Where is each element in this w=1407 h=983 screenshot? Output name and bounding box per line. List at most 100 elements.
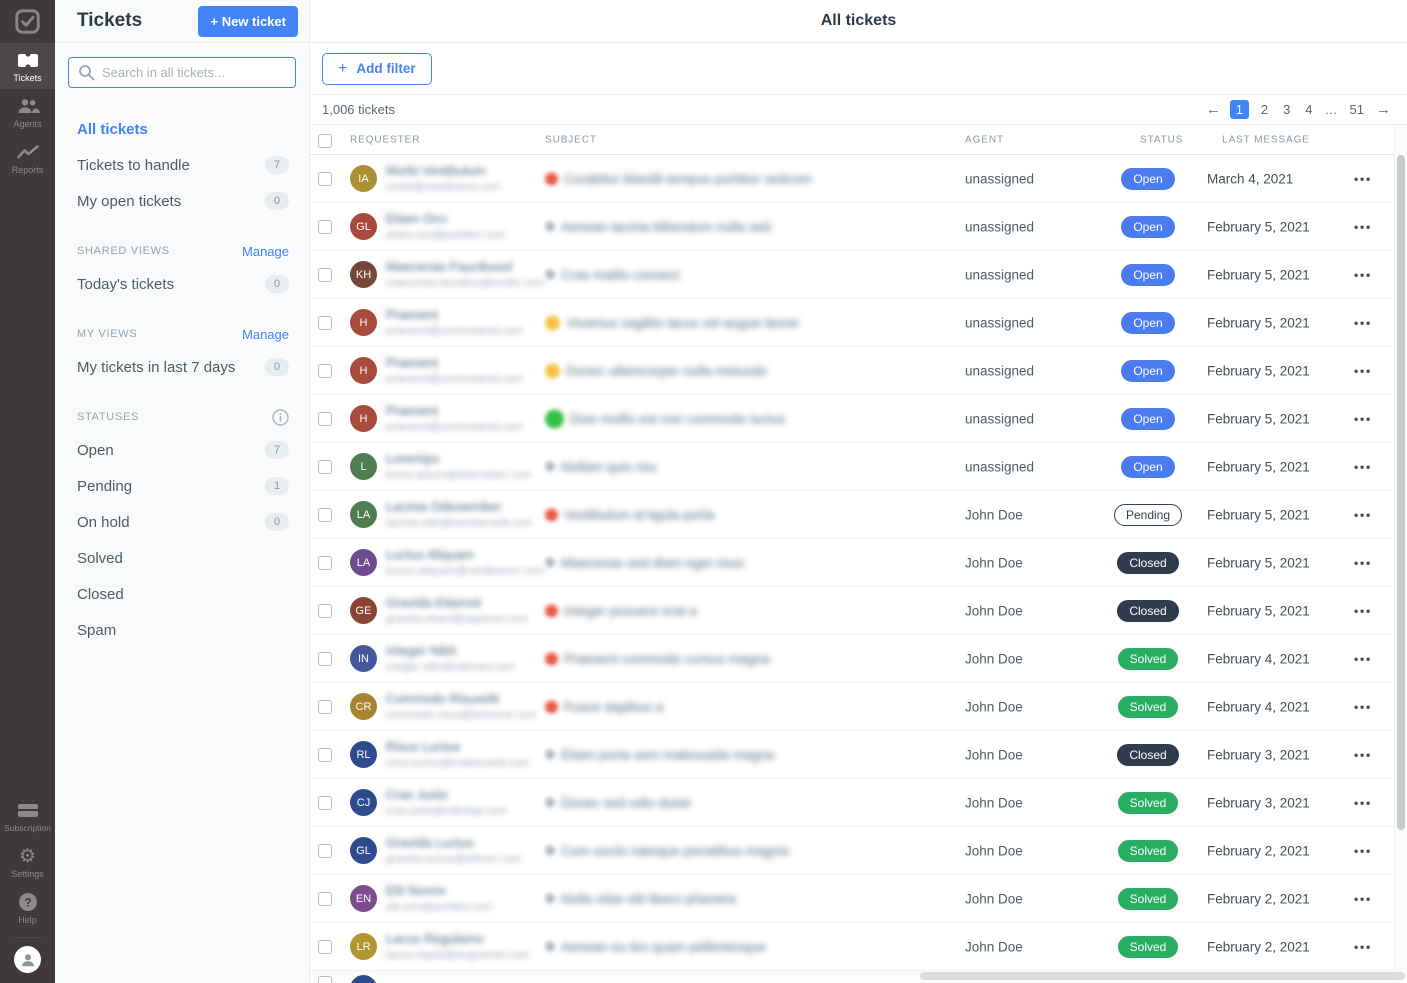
page-button-3[interactable]: 3: [1283, 102, 1291, 117]
new-ticket-button[interactable]: + New ticket: [198, 5, 298, 37]
table-row[interactable]: GE Gravida Etiamsit gravida.etiam@sapien…: [310, 587, 1407, 635]
table-row[interactable]: LR Lacus Regulamo lacus.regula@auguemet.…: [310, 923, 1407, 971]
rail-item-subscription[interactable]: Subscription: [0, 793, 55, 839]
rail-item-reports[interactable]: Reports: [0, 135, 55, 181]
row-menu-button[interactable]: •••: [1354, 555, 1373, 570]
row-checkbox[interactable]: [318, 892, 332, 906]
avatar: LA: [350, 549, 377, 576]
row-checkbox[interactable]: [318, 940, 332, 954]
info-icon[interactable]: [272, 408, 289, 426]
user-avatar[interactable]: [14, 946, 41, 973]
vertical-scrollbar-thumb[interactable]: [1397, 155, 1405, 830]
requester-name-blurred: Luctus Aliquam: [386, 547, 475, 562]
row-menu-button[interactable]: •••: [1354, 603, 1373, 618]
table-row[interactable]: IN Integer Nibh integer.nibh@ultricies.c…: [310, 635, 1407, 683]
table-row[interactable]: H Praesent praesent@commodosit.com Duis …: [310, 395, 1407, 443]
row-checkbox[interactable]: [318, 652, 332, 666]
row-checkbox[interactable]: [318, 508, 332, 522]
row-checkbox[interactable]: [318, 412, 332, 426]
row-menu-button[interactable]: •••: [1354, 891, 1373, 906]
subject-emoji-icon: [545, 363, 560, 378]
table-row[interactable]: L Loremips lorem.ipsum@dolorsitam.com Nu…: [310, 443, 1407, 491]
table-row[interactable]: LA Luctus Aliquam luctus.aliquam@vestibu…: [310, 539, 1407, 587]
sidebar-item-tickets-to-handle[interactable]: Tickets to handle 7: [55, 147, 309, 183]
prev-page-arrow[interactable]: ←: [1205, 101, 1221, 118]
page-button-1[interactable]: 1: [1229, 100, 1249, 119]
row-menu-button[interactable]: •••: [1354, 459, 1373, 474]
search-input[interactable]: [68, 57, 296, 88]
table-row[interactable]: H Praesent praesent@commodosit.com Donec…: [310, 347, 1407, 395]
row-checkbox[interactable]: [318, 268, 332, 282]
row-checkbox[interactable]: [318, 796, 332, 810]
row-checkbox[interactable]: [318, 844, 332, 858]
subject-text-blurred: Cras mattis consect: [561, 267, 680, 282]
row-checkbox[interactable]: [318, 172, 332, 186]
sidebar-item-status-spam[interactable]: Spam: [55, 612, 309, 648]
rail-item-help[interactable]: ? Help: [0, 885, 55, 931]
row-menu-button[interactable]: •••: [1354, 267, 1373, 282]
row-checkbox[interactable]: [318, 748, 332, 762]
table-row[interactable]: RL Risus Luctus risus.luctus@malesuada.c…: [310, 731, 1407, 779]
sidebar-item-status-pending[interactable]: Pending 1: [55, 468, 309, 504]
table-row[interactable]: IA Morbi Vestibulum morbi@vestibulum.com…: [310, 155, 1407, 203]
table-row[interactable]: EN Elit Nonmi elit.non@porttitor.com Nul…: [310, 875, 1407, 923]
next-page-arrow[interactable]: →: [1376, 101, 1391, 118]
row-checkbox[interactable]: [318, 556, 332, 570]
page-button-51[interactable]: 51: [1349, 102, 1364, 117]
table-row[interactable]: LA Lacinia Odiosember lacinia.odio@sembe…: [310, 491, 1407, 539]
sidebar-item-my-tickets-7-days[interactable]: My tickets in last 7 days 0: [55, 349, 309, 385]
horizontal-scrollbar-thumb[interactable]: [920, 972, 1405, 980]
subject-emoji-icon: [545, 315, 560, 330]
table-row[interactable]: H Praesent praesent@commodosit.com Vivam…: [310, 299, 1407, 347]
manage-my-views-link[interactable]: Manage: [242, 326, 289, 342]
row-menu-button[interactable]: •••: [1354, 795, 1373, 810]
row-checkbox[interactable]: [318, 460, 332, 474]
avatar: GL: [350, 837, 377, 864]
page-button-2[interactable]: 2: [1260, 102, 1269, 117]
rail-item-settings[interactable]: ⚙ Settings: [0, 839, 55, 885]
row-menu-button[interactable]: •••: [1354, 315, 1373, 330]
requester-cell: Gravida Etiamsit gravida.etiam@sapienst.…: [386, 595, 528, 625]
row-menu-button[interactable]: •••: [1354, 219, 1373, 234]
row-menu-button[interactable]: •••: [1354, 651, 1373, 666]
sidebar-item-status-open[interactable]: Open 7: [55, 432, 309, 468]
row-checkbox[interactable]: [318, 220, 332, 234]
subject-cell: Integer posuere erat a: [545, 603, 697, 618]
table-row[interactable]: KH Maecenas Faucibusol maecenas.faucibus…: [310, 251, 1407, 299]
sidebar-item-my-open-tickets[interactable]: My open tickets 0: [55, 183, 309, 219]
row-menu-button[interactable]: •••: [1354, 747, 1373, 762]
row-menu-button[interactable]: •••: [1354, 843, 1373, 858]
manage-shared-views-link[interactable]: Manage: [242, 243, 289, 259]
row-menu-button[interactable]: •••: [1354, 171, 1373, 186]
page-button-4[interactable]: 4: [1305, 102, 1313, 117]
add-filter-button[interactable]: + Add filter: [322, 52, 432, 85]
table-row[interactable]: GL Etiam Orci etiam.orci@porttitor.com A…: [310, 203, 1407, 251]
rail-item-tickets[interactable]: Tickets: [0, 43, 55, 89]
table-row[interactable]: CJ Cras Justo cras.justo@odiodap.com Don…: [310, 779, 1407, 827]
row-checkbox[interactable]: [318, 364, 332, 378]
agent-cell: John Doe: [965, 651, 1023, 666]
row-menu-button[interactable]: •••: [1354, 699, 1373, 714]
avatar: H: [350, 357, 377, 384]
select-all-checkbox[interactable]: [318, 134, 332, 148]
requester-name-blurred: Commodo Risuselit: [386, 691, 499, 706]
requester-cell: Lacinia Odiosember lacinia.odio@semberne…: [386, 499, 533, 529]
table-row[interactable]: GL Gravida Luctus gravida.luctus@elitnon…: [310, 827, 1407, 875]
row-menu-button[interactable]: •••: [1354, 939, 1373, 954]
sidebar-item-status-solved[interactable]: Solved: [55, 540, 309, 576]
row-menu-button[interactable]: •••: [1354, 507, 1373, 522]
tickets-sidebar: Tickets + New ticket All tickets Tickets…: [55, 0, 310, 983]
sidebar-item-todays-tickets[interactable]: Today's tickets 0: [55, 266, 309, 302]
row-checkbox[interactable]: [318, 604, 332, 618]
row-checkbox[interactable]: [318, 976, 332, 983]
sidebar-item-all-tickets[interactable]: All tickets: [55, 111, 309, 147]
row-checkbox[interactable]: [318, 700, 332, 714]
sidebar-item-status-on-hold[interactable]: On hold 0: [55, 504, 309, 540]
status-badge: Open: [1121, 167, 1175, 190]
table-row[interactable]: CR Commodo Risuselit commodo.risus@torto…: [310, 683, 1407, 731]
rail-item-agents[interactable]: Agents: [0, 89, 55, 135]
row-menu-button[interactable]: •••: [1354, 363, 1373, 378]
sidebar-item-status-closed[interactable]: Closed: [55, 576, 309, 612]
row-checkbox[interactable]: [318, 316, 332, 330]
row-menu-button[interactable]: •••: [1354, 411, 1373, 426]
